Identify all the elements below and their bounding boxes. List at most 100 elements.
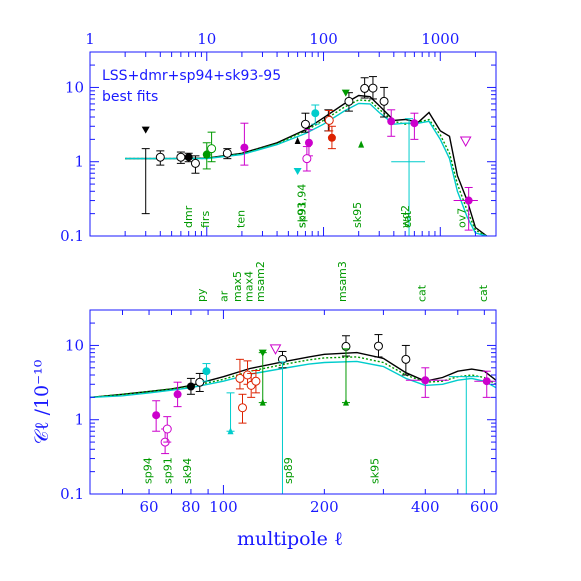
- lower-limit-7: [227, 427, 234, 435]
- lower-limit-21: [358, 140, 365, 148]
- x-axis-label: multipole ℓ: [237, 528, 343, 550]
- data-point-4: [184, 153, 193, 162]
- x-tick-label: 60: [139, 498, 158, 516]
- lower-limit-14: [259, 398, 266, 406]
- experiment-label: msam2: [254, 261, 267, 302]
- experiment-label: cat: [415, 284, 428, 302]
- data-point-11: [300, 119, 310, 129]
- y-tick-label: 10: [65, 336, 84, 354]
- experiment-label: cat: [477, 284, 490, 302]
- data-point-6: [202, 367, 211, 376]
- series-line-2: [125, 102, 487, 236]
- data-point-23: [368, 83, 378, 93]
- data-point-8: [235, 373, 245, 383]
- bottom-frame: [89, 309, 497, 495]
- experiment-label: py: [195, 288, 208, 302]
- series-line-2: [90, 360, 496, 399]
- y-tick-label: 0.1: [60, 485, 84, 503]
- y-tick-label: 10: [65, 78, 84, 96]
- data-point-24: [379, 96, 389, 106]
- x-tick-label: 100: [309, 30, 338, 48]
- data-point-18: [324, 115, 334, 125]
- data-point-0: [152, 411, 161, 420]
- x-tick-label: 1: [85, 30, 95, 48]
- experiment-label: sk94: [181, 458, 194, 484]
- upper-limit-0: [141, 126, 150, 134]
- experiment-label: msam3: [336, 261, 349, 302]
- top-subtitle: best fits: [102, 89, 158, 105]
- experiment-label: cat: [401, 210, 414, 228]
- top-points: [141, 76, 478, 237]
- data-point-20: [373, 341, 383, 351]
- x-tick-label: 80: [181, 498, 200, 516]
- data-point-12: [304, 138, 313, 147]
- data-point-12: [251, 376, 261, 386]
- data-point-9: [240, 143, 249, 152]
- experiment-label: firs: [199, 211, 212, 228]
- upper-limit-20: [341, 89, 350, 97]
- data-point-13: [302, 154, 312, 164]
- y-tick-label: 1: [74, 153, 84, 171]
- bottom-ticks: 0.1 1 10 60 80 100 200 400 600: [60, 309, 499, 516]
- x-tick-label: 1000: [421, 30, 459, 48]
- data-point-19: [344, 96, 354, 106]
- data-point-3: [173, 390, 182, 399]
- data-point-10: [243, 370, 253, 380]
- y-tick-label: 1: [74, 411, 84, 429]
- data-point-29: [464, 196, 473, 205]
- experiment-label: sp94: [142, 457, 155, 484]
- data-point-5: [190, 158, 200, 168]
- data-point-22: [421, 376, 430, 385]
- experiment-label: sp89: [282, 457, 295, 484]
- experiment-label: ov7: [456, 208, 469, 228]
- experiment-label: sk93: [295, 202, 308, 228]
- data-point-17: [327, 133, 336, 142]
- x-tick-label: 100: [209, 498, 238, 516]
- x-tick-label: 600: [470, 498, 499, 516]
- y-axis-label: 𝒞ℓ /10⁻¹⁰: [31, 359, 53, 444]
- data-point-24: [482, 377, 491, 386]
- data-point-7: [207, 144, 217, 154]
- data-point-2: [162, 424, 172, 434]
- experiment-label: ar: [218, 290, 231, 302]
- experiment-label: wd2: [399, 205, 412, 228]
- bottom-curves: [90, 351, 496, 399]
- data-point-8: [222, 148, 232, 158]
- experiment-label: sp91,94: [295, 184, 308, 228]
- lower-limit-10: [294, 137, 301, 145]
- upper-limit-15: [293, 168, 302, 176]
- experiment-label: sk95: [351, 202, 364, 228]
- data-point-25: [387, 117, 396, 126]
- data-point-6: [202, 150, 211, 159]
- top-panel: 0.1 1 10 1 10 100 1000 LSS+dmr+sp94+sk93-95 be…: [60, 30, 497, 245]
- data-point-27: [410, 119, 419, 128]
- y-tick-label: 0.1: [60, 227, 84, 245]
- data-point-21: [401, 354, 411, 364]
- experiment-label: ten: [234, 210, 247, 228]
- lower-limit-19: [342, 398, 349, 406]
- experiment-label: max5: [231, 271, 244, 302]
- data-point-9: [238, 403, 248, 413]
- top-curves: [125, 94, 488, 236]
- upper-limit-15: [269, 344, 282, 355]
- experiment-label: sk95: [369, 458, 382, 484]
- data-point-4: [186, 382, 195, 391]
- data-point-14: [311, 109, 320, 118]
- x-tick-label: 10: [197, 30, 216, 48]
- upper-limit-28: [459, 136, 472, 148]
- top-title: LSS+dmr+sp94+sk93-95: [102, 68, 281, 84]
- data-point-2: [155, 152, 165, 162]
- x-tick-label: 200: [310, 498, 339, 516]
- top-frame: [89, 51, 497, 237]
- experiment-label: sp91: [162, 457, 175, 484]
- bottom-panel: 0.1 1 10 60 80 100 200 400 600 py ar max5max4msam2…: [31, 261, 499, 550]
- data-point-22: [360, 83, 370, 93]
- series-line-1: [90, 356, 496, 399]
- data-point-3: [176, 152, 186, 162]
- data-point-5: [195, 377, 205, 387]
- top-ticks: 0.1 1 10 1 10 100 1000: [60, 30, 497, 245]
- experiment-label: dmr: [182, 205, 195, 228]
